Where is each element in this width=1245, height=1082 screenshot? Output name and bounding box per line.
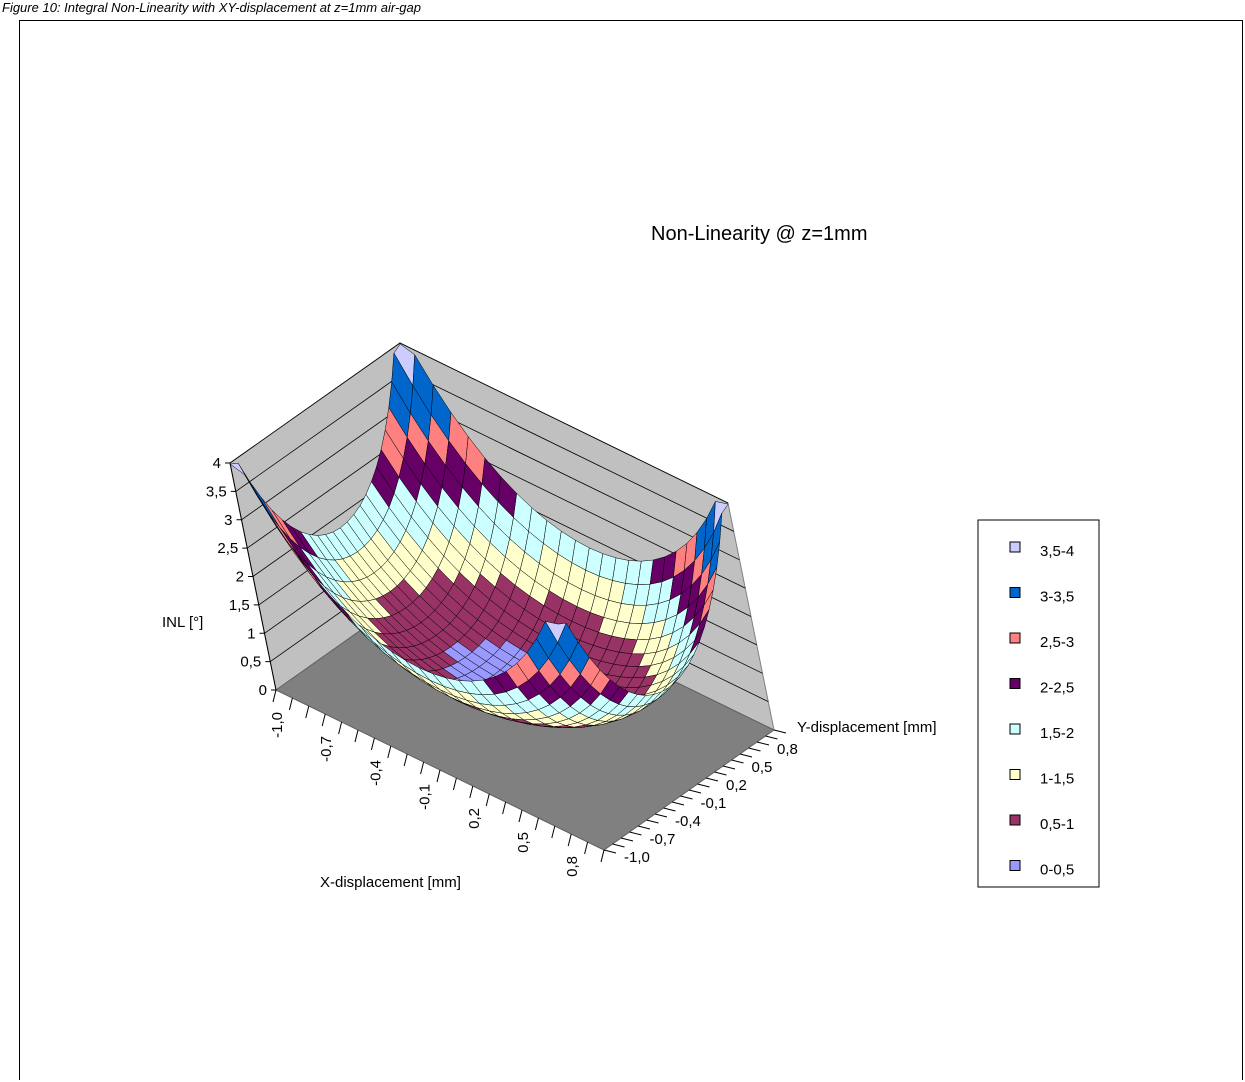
z-tick-label: 4 bbox=[213, 455, 221, 472]
x-tick bbox=[601, 850, 604, 862]
legend-swatch bbox=[1010, 861, 1020, 871]
x-tick bbox=[585, 842, 588, 854]
legend-label: 3-3,5 bbox=[1040, 589, 1074, 606]
x-tick bbox=[339, 722, 342, 734]
x-tick bbox=[355, 730, 358, 742]
x-tick bbox=[519, 810, 522, 822]
x-tick bbox=[486, 794, 489, 806]
x-tick-label: 0,8 bbox=[564, 856, 581, 877]
y-axis-label: Y-displacement [mm] bbox=[797, 719, 937, 736]
z-tick-label: 3 bbox=[224, 512, 232, 529]
x-tick-label: -0,7 bbox=[318, 736, 335, 762]
y-tick bbox=[732, 760, 744, 763]
y-tick bbox=[647, 820, 659, 823]
y-tick bbox=[613, 844, 625, 847]
x-tick-label: -0,4 bbox=[367, 760, 384, 786]
legend-swatch bbox=[1010, 679, 1020, 689]
y-tick bbox=[672, 802, 684, 805]
z-tick-label: 3,5 bbox=[206, 483, 227, 500]
y-tick bbox=[740, 754, 752, 757]
legend-swatch bbox=[1010, 633, 1020, 643]
x-axis-label: X-displacement [mm] bbox=[320, 874, 461, 891]
z-tick-label: 0,5 bbox=[240, 654, 261, 671]
y-tick bbox=[723, 766, 735, 769]
y-tick-label: -0,7 bbox=[650, 831, 676, 848]
legend-label: 2-2,5 bbox=[1040, 680, 1074, 697]
y-tick bbox=[774, 730, 786, 733]
x-tick bbox=[289, 698, 292, 710]
z-tick-label: 1 bbox=[247, 625, 255, 642]
y-tick bbox=[749, 748, 761, 751]
z-axis-label: INL [°] bbox=[162, 614, 203, 631]
x-tick bbox=[421, 762, 424, 774]
y-tick bbox=[655, 814, 667, 817]
y-tick-label: -1,0 bbox=[624, 849, 650, 866]
x-tick bbox=[568, 834, 571, 846]
x-tick bbox=[535, 818, 538, 830]
x-tick bbox=[552, 826, 555, 838]
legend-label: 0,5-1 bbox=[1040, 816, 1074, 833]
legend-swatch bbox=[1010, 724, 1020, 734]
x-tick bbox=[453, 778, 456, 790]
x-tick bbox=[470, 786, 473, 798]
y-tick bbox=[715, 772, 727, 775]
y-tick bbox=[698, 784, 710, 787]
x-tick bbox=[273, 690, 276, 702]
legend-label: 3,5-4 bbox=[1040, 543, 1074, 560]
x-tick bbox=[437, 770, 440, 782]
x-tick bbox=[503, 802, 506, 814]
y-tick-label: 0,8 bbox=[777, 741, 798, 758]
y-tick bbox=[604, 850, 616, 853]
legend-swatch bbox=[1010, 770, 1020, 780]
legend-label: 2,5-3 bbox=[1040, 634, 1074, 651]
legend: 3,5-4 3-3,5 2,5-3 2-2,5 1,5-2 1-1,5 0,5-1 0-0,5 bbox=[978, 520, 1099, 887]
chart-title: Non-Linearity @ z=1mm bbox=[651, 223, 867, 245]
x-tick bbox=[371, 738, 374, 750]
legend-swatch bbox=[1010, 588, 1020, 598]
y-tick bbox=[621, 838, 633, 841]
x-tick-label: 0,2 bbox=[466, 808, 483, 829]
y-tick bbox=[766, 736, 778, 739]
x-tick bbox=[306, 706, 309, 718]
legend-label: 1,5-2 bbox=[1040, 725, 1074, 742]
x-tick bbox=[388, 746, 391, 758]
y-tick bbox=[757, 742, 769, 745]
z-tick-label: 2,5 bbox=[217, 540, 238, 557]
x-tick-label: -0,1 bbox=[417, 784, 434, 810]
z-tick-label: 1,5 bbox=[229, 597, 250, 614]
y-tick bbox=[638, 826, 650, 829]
x-tick bbox=[322, 714, 325, 726]
y-tick-label: 0,5 bbox=[752, 759, 773, 776]
z-tick-label: 0 bbox=[259, 682, 267, 699]
y-tick bbox=[630, 832, 642, 835]
y-tick-label: -0,4 bbox=[675, 813, 701, 830]
y-tick bbox=[689, 790, 701, 793]
legend-swatch bbox=[1010, 542, 1020, 552]
y-tick bbox=[681, 796, 693, 799]
z-tick-label: 2 bbox=[236, 569, 244, 586]
x-tick-label: -1,0 bbox=[269, 712, 286, 738]
x-tick-label: 0,5 bbox=[515, 832, 532, 853]
y-tick-label: -0,1 bbox=[701, 795, 727, 812]
legend-swatch bbox=[1010, 815, 1020, 825]
legend-label: 0-0,5 bbox=[1040, 862, 1074, 879]
y-tick bbox=[664, 808, 676, 811]
y-tick-label: 0,2 bbox=[726, 777, 747, 794]
x-tick bbox=[404, 754, 407, 766]
y-tick bbox=[706, 778, 718, 781]
legend-label: 1-1,5 bbox=[1040, 771, 1074, 788]
legend-box bbox=[978, 520, 1099, 887]
